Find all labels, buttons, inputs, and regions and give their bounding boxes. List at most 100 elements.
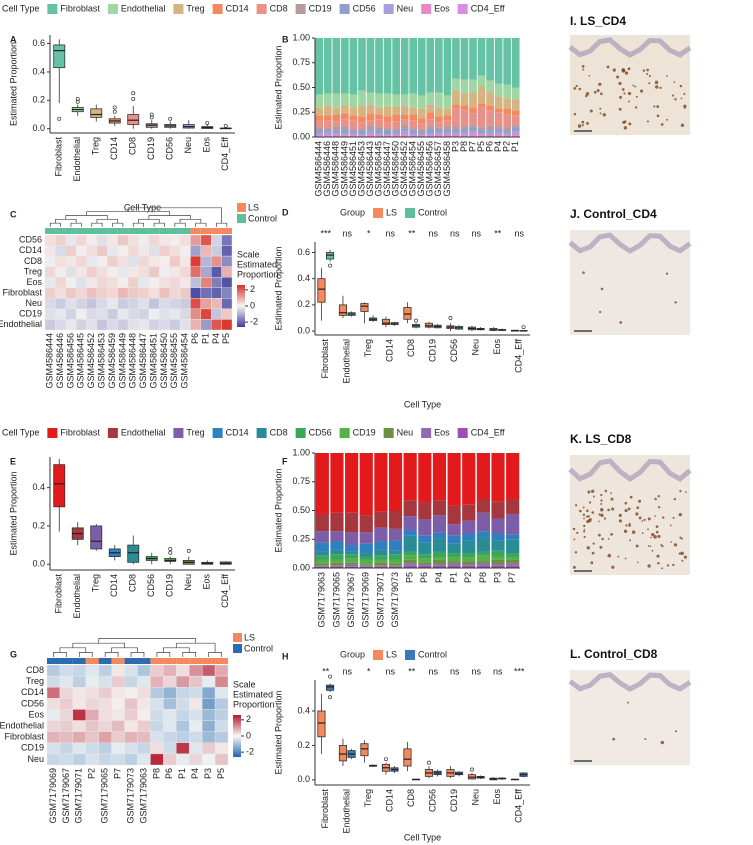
bar-segment <box>477 38 486 76</box>
row-label: CD14 <box>21 687 44 697</box>
stain <box>583 517 585 520</box>
heatmap-cell <box>159 298 170 310</box>
x-tick-label: Neu <box>471 339 481 356</box>
dendrogram <box>138 218 160 224</box>
stain <box>598 310 602 314</box>
heatmap-cell <box>65 319 77 331</box>
heatmap-cell <box>221 287 233 299</box>
bar-segment <box>432 538 447 552</box>
row-label: Endothelial <box>0 319 42 329</box>
bar-segment <box>443 130 452 133</box>
heatmap-cell <box>201 720 216 732</box>
row-label: Neu <box>25 298 42 308</box>
bar-segment <box>349 107 358 116</box>
x-axis-label: Cell Type <box>404 832 441 842</box>
heatmap-cell <box>55 298 66 310</box>
bar-segment <box>418 519 432 536</box>
heatmap-cell <box>163 664 177 677</box>
heatmap-cell <box>72 675 86 688</box>
y-tick-label: 0.00 <box>292 562 310 572</box>
stain <box>610 492 612 495</box>
heatmap-cell <box>85 731 99 743</box>
stain <box>573 87 577 90</box>
row-label: CD8 <box>24 256 42 266</box>
bar-segment <box>418 535 432 543</box>
bar-segment <box>332 107 341 115</box>
bar-segment <box>435 122 443 128</box>
outlier <box>131 91 136 96</box>
x-tick-label: Endothelial <box>72 574 82 619</box>
heatmap-cell <box>65 277 77 288</box>
stain <box>600 287 604 291</box>
bar-segment <box>477 75 486 87</box>
bar-segment <box>432 532 447 539</box>
column-label: GSM7179063 <box>138 768 148 824</box>
stain <box>619 321 623 324</box>
x-tick-label: Neu <box>471 789 481 806</box>
heatmap-cell <box>75 308 87 320</box>
heatmap-cell <box>211 308 222 320</box>
stain <box>628 524 632 527</box>
column-label: GSM4586446 <box>55 333 65 389</box>
heatmap-cell <box>46 720 61 732</box>
heatmap-cell <box>163 731 177 743</box>
bar-segment <box>392 114 400 122</box>
group-annotation <box>215 658 228 664</box>
x-tick-label: Treg <box>363 789 373 807</box>
column-label: GSM7179065 <box>100 768 110 824</box>
legend-title: Proportion <box>237 269 279 279</box>
significance: ns <box>471 666 481 676</box>
bar-segment <box>332 93 341 108</box>
stain <box>624 501 628 505</box>
stain <box>659 86 662 90</box>
bar-segment <box>332 121 341 127</box>
heatmap-cell <box>86 287 98 299</box>
bar-segment <box>469 133 477 137</box>
stain <box>600 493 603 497</box>
dendrogram <box>53 652 67 657</box>
bar-segment <box>469 92 477 108</box>
heatmap-cell <box>150 675 164 688</box>
legend-label: CD14 <box>226 3 249 13</box>
bar-segment <box>435 107 443 117</box>
stain <box>593 90 597 94</box>
stain <box>618 513 622 517</box>
stain <box>590 561 594 565</box>
outlier <box>131 96 136 101</box>
bar-segment <box>366 129 375 132</box>
bar-segment <box>435 38 443 93</box>
legend-swatch <box>47 428 58 438</box>
stain <box>610 497 614 501</box>
group-annotation <box>138 228 149 234</box>
column-label: GSM4586444 <box>45 333 55 389</box>
y-axis-label: Estimated Proportion <box>8 471 18 555</box>
stain <box>646 68 649 72</box>
group-annotation <box>150 658 164 664</box>
outlier <box>168 550 173 555</box>
stain <box>574 551 578 554</box>
bar-segment <box>417 123 426 130</box>
stain <box>674 301 677 304</box>
box <box>360 303 369 312</box>
heatmap-cell <box>169 255 181 267</box>
bar-segment <box>383 130 392 135</box>
heatmap-cell <box>124 675 138 688</box>
heatmap-cell <box>85 675 99 688</box>
heatmap-cell <box>55 277 66 288</box>
stain <box>683 106 686 109</box>
heatmap-cell <box>211 266 222 278</box>
bar-segment <box>477 130 486 134</box>
stain <box>634 85 637 88</box>
row-label: CD14 <box>19 245 42 255</box>
legend-swatch <box>256 428 267 438</box>
bar-segment <box>418 453 432 503</box>
legend-label: CD4_Eff <box>471 427 505 437</box>
bar-segment <box>447 563 461 566</box>
bar-segment <box>345 545 359 552</box>
heatmap-cell <box>190 287 202 299</box>
group-annotation <box>189 658 203 664</box>
bar-segment <box>426 119 435 127</box>
stain <box>592 542 595 545</box>
dendrogram <box>86 211 171 216</box>
heatmap-cell <box>200 266 212 278</box>
